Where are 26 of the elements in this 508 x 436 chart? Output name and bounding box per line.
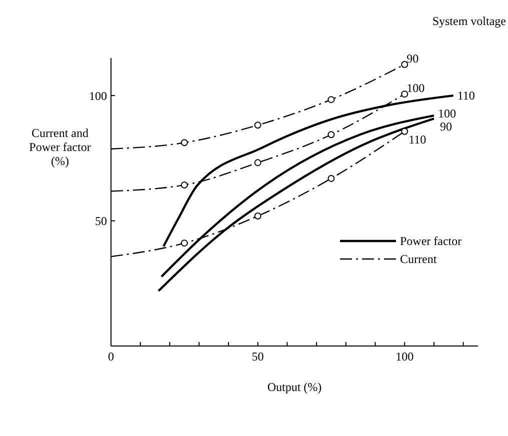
legend-title: System voltage bbox=[432, 14, 506, 29]
point bbox=[328, 96, 335, 104]
series-label: 100 bbox=[438, 106, 456, 121]
x-tick-label: 50 bbox=[252, 350, 264, 364]
point bbox=[254, 212, 262, 220]
point bbox=[254, 159, 262, 166]
annotation: Power factor bbox=[400, 234, 462, 248]
point bbox=[401, 61, 408, 68]
series-label: 100 bbox=[406, 81, 425, 96]
annotation: Current bbox=[400, 252, 438, 266]
x-tick-label: 0 bbox=[108, 350, 114, 364]
point bbox=[328, 174, 335, 182]
point bbox=[254, 122, 262, 129]
y-axis-title: Current and Power factor (%) bbox=[28, 126, 92, 168]
point bbox=[180, 139, 188, 146]
point bbox=[328, 131, 335, 138]
x-tick-label: 100 bbox=[396, 350, 414, 364]
x-axis-title: Output (%) bbox=[267, 380, 322, 394]
series-label: 90 bbox=[440, 120, 452, 134]
point bbox=[401, 128, 408, 135]
series-label: 110 bbox=[457, 88, 475, 103]
point bbox=[180, 240, 188, 247]
point bbox=[401, 90, 408, 98]
point bbox=[180, 181, 188, 188]
series-label: 90 bbox=[406, 52, 419, 66]
series-label: 110 bbox=[408, 132, 426, 146]
